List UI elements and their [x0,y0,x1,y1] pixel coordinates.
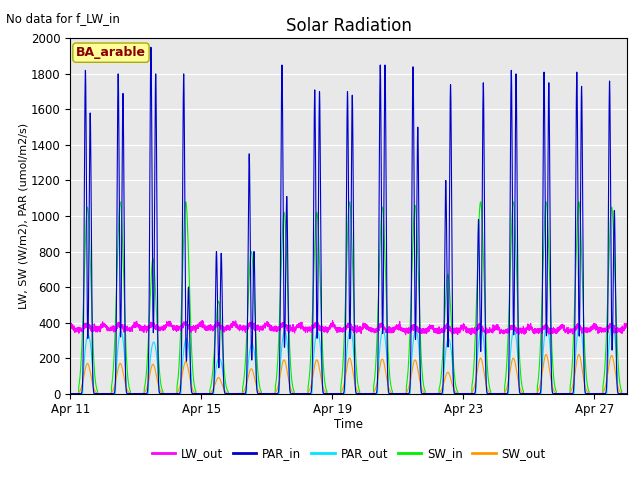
PAR_out [403,391,410,396]
LW_out [465,329,472,335]
SW_in [623,391,631,396]
LW_out [409,325,417,331]
PAR_out [182,336,190,341]
PAR_in [182,358,190,363]
Text: BA_arable: BA_arable [76,46,146,59]
LW_out [213,317,221,323]
LW_out [403,328,411,334]
SW_in [409,247,417,252]
SW_out [182,360,190,365]
SW_out [465,391,472,396]
Line: SW_out: SW_out [70,355,627,394]
Line: PAR_in: PAR_in [70,47,627,394]
X-axis label: Time: Time [334,418,364,431]
Line: LW_out: LW_out [70,320,627,335]
SW_in [67,391,74,396]
Legend: LW_out, PAR_in, PAR_out, SW_in, SW_out: LW_out, PAR_in, PAR_out, SW_in, SW_out [147,442,550,465]
PAR_out [623,391,631,396]
LW_out [402,332,410,337]
PAR_out [609,320,616,325]
PAR_in [198,391,205,396]
LW_out [623,323,631,328]
SW_in [403,382,410,387]
LW_out [156,325,163,331]
PAR_in [623,391,631,396]
SW_in [116,199,124,204]
SW_out [623,391,631,396]
SW_out [542,352,550,358]
SW_in [465,391,472,396]
Line: SW_in: SW_in [70,202,627,394]
PAR_out [465,391,472,396]
PAR_in [147,44,155,50]
PAR_in [403,391,411,396]
PAR_in [67,391,74,396]
LW_out [67,322,74,327]
PAR_out [408,347,416,353]
PAR_out [67,391,74,396]
Line: PAR_out: PAR_out [70,323,627,394]
SW_in [156,366,163,372]
PAR_in [117,308,125,313]
SW_in [117,207,125,213]
PAR_in [156,389,163,395]
LW_out [117,322,125,328]
SW_in [182,204,190,210]
SW_out [408,366,416,372]
SW_out [117,361,125,367]
PAR_in [409,80,417,85]
SW_out [403,389,410,395]
Title: Solar Radiation: Solar Radiation [286,17,412,36]
PAR_out [117,329,125,335]
LW_out [182,321,190,326]
PAR_in [465,391,472,396]
Text: No data for f_LW_in: No data for f_LW_in [6,12,120,25]
PAR_out [156,391,163,396]
Y-axis label: LW, SW (W/m2), PAR (umol/m2/s): LW, SW (W/m2), PAR (umol/m2/s) [18,123,28,309]
SW_out [67,391,74,396]
SW_out [156,385,163,391]
